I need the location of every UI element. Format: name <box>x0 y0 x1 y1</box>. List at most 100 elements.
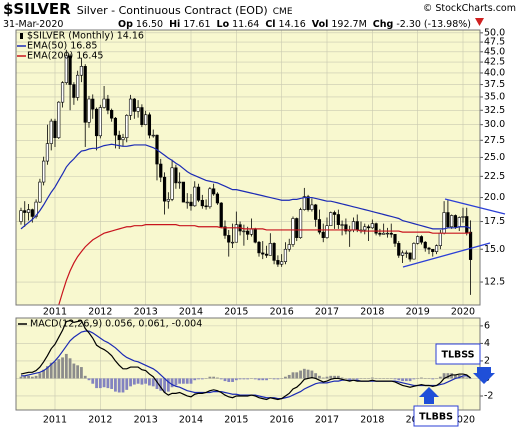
histogram-bar <box>284 376 287 379</box>
candle-body <box>196 186 201 201</box>
histogram-bar <box>72 363 76 379</box>
histogram-bar <box>401 378 404 382</box>
histogram-bar <box>121 378 125 393</box>
x-tick-label: 2017 <box>315 307 339 318</box>
x-tick-label: 2016 <box>270 415 294 426</box>
y-tick-label: 37.5 <box>484 79 505 90</box>
x-tick-label: 2011 <box>43 415 67 426</box>
histogram-bar <box>30 376 34 379</box>
x-tick-label: 2013 <box>134 415 158 426</box>
candle-body <box>49 120 53 144</box>
change-arrow <box>475 18 484 26</box>
histogram-bar <box>272 378 276 380</box>
histogram-bar <box>265 378 268 381</box>
candle-body <box>162 176 167 202</box>
candle-body <box>76 74 80 98</box>
candle-body <box>208 188 212 208</box>
histogram-bar <box>454 374 457 379</box>
candle-body <box>382 232 386 235</box>
candle-body <box>287 244 291 250</box>
histogram-bar <box>197 378 200 380</box>
candle-body <box>340 224 344 226</box>
histogram-bar <box>302 368 306 379</box>
y-tick-label: 32.5 <box>484 105 505 116</box>
candle-body <box>121 137 125 140</box>
candle-body <box>91 98 95 110</box>
histogram-bar <box>321 377 325 379</box>
histogram-bar <box>42 369 46 379</box>
candle-body <box>268 243 272 256</box>
histogram-bar <box>208 376 212 379</box>
candle-body <box>234 224 238 243</box>
histogram-bar <box>185 378 189 384</box>
candle-body <box>113 117 118 136</box>
histogram-bar <box>231 378 234 382</box>
candle-body <box>102 98 106 108</box>
y-tick-label: 12.5 <box>484 277 505 288</box>
histogram-bar <box>393 378 397 380</box>
quote: Op 16.50 Hi 17.61 Lo 11.64 Cl 14.16 Vol 192.7M Chg… <box>118 19 471 30</box>
candle-body <box>79 66 84 76</box>
histogram-bar <box>174 378 178 386</box>
legend-label: EMA(50) 16.85 <box>27 41 97 52</box>
histogram-bar <box>98 378 102 389</box>
histogram-bar <box>257 378 261 381</box>
candle-body <box>178 181 182 184</box>
candle-body <box>423 241 427 249</box>
header-title: $SILVER Silver - Continuous Contract (EO… <box>3 0 293 18</box>
histogram-bar <box>76 365 80 379</box>
candle-body <box>291 218 295 245</box>
histogram-bar <box>238 378 242 380</box>
candle-body <box>332 212 337 215</box>
quote-value: 14.16 <box>279 19 306 30</box>
candle-body <box>215 193 220 204</box>
histogram-bar <box>102 378 106 388</box>
y-tick-label: -2 <box>484 390 493 401</box>
candle-body <box>246 230 250 235</box>
candle-body <box>132 98 136 112</box>
candle-body <box>306 196 310 210</box>
histogram-bar <box>276 378 280 380</box>
candle-body <box>19 210 23 222</box>
annotation-box <box>413 405 459 427</box>
candle-body <box>87 98 91 123</box>
y-tick-label: 27.5 <box>484 135 505 146</box>
candle-body <box>264 253 269 256</box>
arrow-down <box>473 367 495 384</box>
histogram-bar <box>227 378 231 382</box>
quote-label: Lo <box>217 19 230 30</box>
legend-label: $SILVER (Monthly) 14.16 <box>27 31 144 42</box>
panel-frame <box>15 29 481 306</box>
candle-body <box>57 101 61 139</box>
annotation-box <box>435 343 481 365</box>
candle-body <box>170 167 174 200</box>
candle-body <box>106 98 110 111</box>
candle-body <box>110 109 114 119</box>
histogram-bar <box>80 367 83 379</box>
histogram-bar <box>68 358 72 379</box>
candle-body <box>117 134 121 140</box>
y-tick-label: 4 <box>484 338 490 349</box>
x-tick-label: 2011 <box>43 307 67 318</box>
candle-body <box>465 216 469 233</box>
candle-body <box>298 209 303 238</box>
histogram-bar <box>291 372 295 379</box>
histogram-bar <box>125 378 129 390</box>
candle-body <box>385 232 390 235</box>
histogram-bar <box>261 378 265 381</box>
histogram-bar <box>170 378 174 388</box>
histogram-bar <box>325 376 329 379</box>
candle-body <box>38 181 42 203</box>
candle-body <box>378 232 382 235</box>
candle-body <box>276 260 280 265</box>
candle-body <box>68 55 72 85</box>
panel-title: MACD(12,26,9) 0.056, 0.061, -0.004 <box>30 319 202 330</box>
y-tick-label: 2 <box>484 355 490 366</box>
histogram-bar <box>348 378 352 380</box>
histogram-bar <box>182 378 185 384</box>
quote-value: -2.30 (-13.98%) <box>396 19 471 30</box>
candle-body <box>419 236 424 243</box>
y-tick-label: 42.5 <box>484 57 505 68</box>
y-tick-label: 45.0 <box>484 46 505 57</box>
